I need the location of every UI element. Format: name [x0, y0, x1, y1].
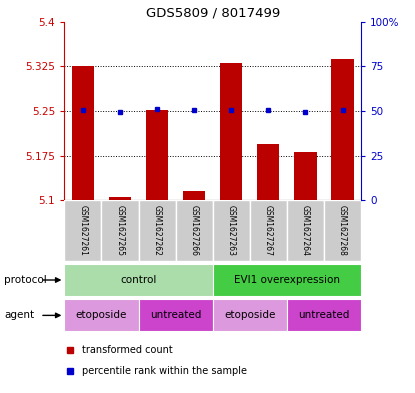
Bar: [287, 299, 361, 331]
Text: untreated: untreated: [298, 310, 350, 320]
Text: GSM1627268: GSM1627268: [338, 205, 347, 256]
Text: GSM1627266: GSM1627266: [190, 205, 199, 256]
Text: etoposide: etoposide: [224, 310, 276, 320]
Bar: [213, 299, 287, 331]
Text: GSM1627262: GSM1627262: [153, 205, 161, 256]
Bar: [176, 200, 213, 261]
Text: percentile rank within the sample: percentile rank within the sample: [82, 366, 247, 376]
Bar: [64, 264, 213, 296]
Text: control: control: [120, 275, 157, 285]
Text: GSM1627261: GSM1627261: [78, 205, 88, 256]
Bar: [220, 63, 242, 200]
Bar: [287, 200, 324, 261]
Bar: [324, 200, 361, 261]
Text: GSM1627265: GSM1627265: [115, 205, 124, 256]
Bar: [109, 197, 131, 200]
Bar: [146, 110, 168, 200]
Bar: [101, 200, 139, 261]
Text: GSM1627267: GSM1627267: [264, 205, 273, 256]
Bar: [213, 200, 250, 261]
Bar: [257, 144, 279, 200]
Title: GDS5809 / 8017499: GDS5809 / 8017499: [146, 6, 280, 19]
Text: etoposide: etoposide: [76, 310, 127, 320]
Bar: [294, 152, 317, 200]
Text: EVI1 overexpression: EVI1 overexpression: [234, 275, 340, 285]
Text: GSM1627263: GSM1627263: [227, 205, 236, 256]
Bar: [64, 200, 101, 261]
Text: protocol: protocol: [4, 275, 47, 285]
Bar: [183, 191, 205, 200]
Text: transformed count: transformed count: [82, 345, 173, 355]
Bar: [332, 59, 354, 200]
Bar: [213, 264, 361, 296]
Text: GSM1627264: GSM1627264: [301, 205, 310, 256]
Bar: [139, 299, 213, 331]
Text: agent: agent: [4, 310, 34, 320]
Text: untreated: untreated: [150, 310, 201, 320]
Bar: [250, 200, 287, 261]
Bar: [139, 200, 176, 261]
Bar: [64, 299, 139, 331]
Bar: [72, 66, 94, 200]
